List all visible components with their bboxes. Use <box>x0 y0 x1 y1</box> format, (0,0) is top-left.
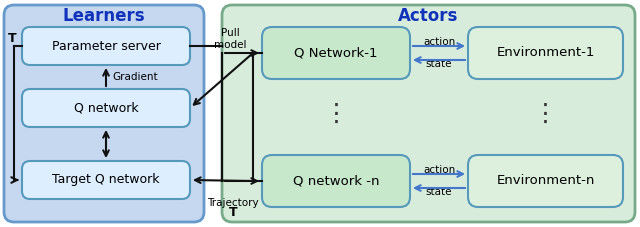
Text: Q network -n: Q network -n <box>292 175 380 188</box>
Text: Parameter server: Parameter server <box>52 39 161 52</box>
Text: Pull
model: Pull model <box>214 28 246 50</box>
FancyBboxPatch shape <box>22 27 190 65</box>
Text: state: state <box>426 59 452 69</box>
Text: Environment-1: Environment-1 <box>496 47 595 59</box>
Text: action: action <box>423 165 455 175</box>
Text: state: state <box>426 187 452 197</box>
FancyBboxPatch shape <box>222 5 635 222</box>
Text: T: T <box>228 207 237 220</box>
Text: Actors: Actors <box>398 7 458 25</box>
Text: Q network: Q network <box>74 101 138 114</box>
Text: action: action <box>423 37 455 47</box>
FancyBboxPatch shape <box>262 27 410 79</box>
Text: Learners: Learners <box>63 7 145 25</box>
Text: T: T <box>8 32 16 44</box>
Text: Target Q network: Target Q network <box>52 173 160 187</box>
FancyBboxPatch shape <box>262 155 410 207</box>
FancyBboxPatch shape <box>22 161 190 199</box>
Text: Q Network-1: Q Network-1 <box>294 47 378 59</box>
FancyBboxPatch shape <box>468 155 623 207</box>
FancyBboxPatch shape <box>4 5 204 222</box>
FancyBboxPatch shape <box>468 27 623 79</box>
Text: ⋮: ⋮ <box>323 102 349 126</box>
Text: ⋮: ⋮ <box>533 102 558 126</box>
Text: Environment-n: Environment-n <box>496 175 595 188</box>
Text: Trajectory: Trajectory <box>207 198 259 208</box>
Text: Gradient: Gradient <box>112 72 157 82</box>
FancyBboxPatch shape <box>22 89 190 127</box>
